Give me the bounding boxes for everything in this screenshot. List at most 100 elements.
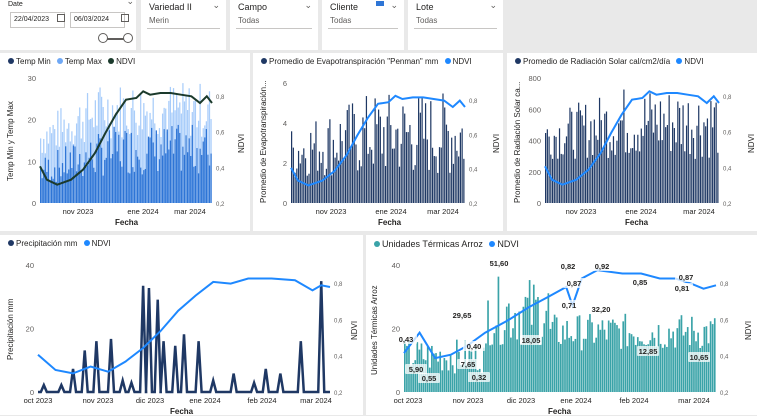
cliente-slicer[interactable]: Cliente ⌄ Todas	[322, 0, 404, 50]
radiacion-bar	[678, 107, 681, 203]
ut-bar	[566, 320, 568, 392]
legend-dot	[676, 58, 683, 64]
chart-legend: Temp Min Temp Max NDVI	[6, 57, 137, 66]
chevron-down-icon[interactable]: ⌄	[212, 0, 220, 10]
temp-max-bar	[182, 83, 184, 203]
slider-end-handle[interactable]	[123, 33, 133, 43]
temp-min-bar	[169, 140, 172, 203]
ut-bar	[632, 336, 635, 392]
ut-bar	[636, 337, 639, 392]
chevron-down-icon[interactable]: ⌄	[390, 0, 398, 10]
end-date-input[interactable]: 06/03/2024	[70, 12, 125, 28]
radiacion-bar	[663, 113, 665, 203]
radiacion-chart[interactable]: 0 200 400 600 800 0,2 0,4 0,6 0,8 nov 2023 ene 202…	[507, 53, 757, 231]
temp-min-bar	[77, 164, 79, 203]
ut-bar	[535, 299, 537, 392]
chevron-down-icon[interactable]: ⌄	[489, 0, 497, 10]
legend-dot	[83, 240, 90, 246]
chevron-down-icon[interactable]: ⌄	[304, 0, 312, 10]
ut-bar	[622, 321, 625, 392]
ut-bar	[510, 337, 512, 392]
slider-start-handle[interactable]	[98, 33, 108, 43]
variedad-slicer[interactable]: Variedad II ⌄ Merin	[141, 0, 226, 50]
ut-bar	[451, 365, 454, 392]
evapo-bar	[372, 163, 374, 203]
ut-bar	[678, 319, 681, 392]
ut-bar	[547, 293, 550, 392]
temp-min-bar	[168, 149, 170, 203]
temp-min-bar	[146, 153, 148, 203]
radiacion-bar	[579, 110, 582, 203]
evapo-bar	[391, 148, 394, 203]
temp-min-bar	[60, 176, 62, 203]
temp-min-bar	[69, 152, 71, 203]
x-tick-label: mar 2024	[683, 207, 715, 216]
calendar-icon[interactable]	[57, 14, 65, 22]
temp-max-bar	[68, 123, 70, 203]
ut-bar	[560, 343, 562, 392]
x-tick-label: oct 2023	[24, 396, 53, 405]
radiacion-bar	[595, 135, 597, 203]
cliente-select[interactable]: Todas	[328, 14, 398, 29]
temp-min-bar	[71, 167, 73, 203]
radiacion-bar	[576, 111, 578, 203]
ut-bar	[711, 324, 714, 392]
legend-dot	[515, 58, 521, 64]
ut-bar	[441, 370, 444, 392]
radiacion-bar	[598, 97, 601, 203]
x-tick-label: mar 2024	[300, 396, 332, 405]
ut-chart[interactable]: 0 20 40 0,2 0,4 0,6 0,8 oct 2023 nov 2023 dic 202…	[366, 235, 757, 415]
ut-bar	[674, 347, 677, 392]
radiacion-bar	[677, 101, 679, 203]
evapo-bar	[398, 166, 401, 203]
legend-dot	[489, 241, 496, 247]
campo-select[interactable]: Todas	[236, 14, 312, 29]
temp-min-bar	[202, 141, 204, 203]
radiacion-bar	[605, 111, 608, 203]
lote-select[interactable]: Todas	[414, 14, 497, 29]
temp-max-bar	[50, 133, 53, 203]
radiacion-bar	[691, 129, 693, 203]
campo-slicer[interactable]: Campo ⌄ Todas	[230, 0, 318, 50]
temp-min-bar	[133, 171, 136, 203]
ut-bar	[684, 331, 687, 392]
temp-min-bar	[138, 159, 140, 203]
temp-min-bar	[68, 169, 70, 203]
ut-bar	[449, 355, 452, 392]
data-label-bg	[590, 304, 612, 314]
lote-slicer[interactable]: Lote ⌄ Todas	[408, 0, 503, 50]
ut-bar	[697, 332, 699, 392]
temp-min-bar	[93, 167, 95, 203]
ut-bar	[491, 344, 494, 392]
variedad-select[interactable]: Merin	[147, 14, 220, 29]
precip-chart[interactable]: 0 20 40 0,2 0,4 0,6 0,8 oct 2023 nov 2023 dic 202…	[0, 235, 363, 415]
radiacion-bar	[581, 115, 583, 203]
campo-title: Campo	[238, 2, 268, 12]
evapo-chart[interactable]: 0 2 4 6 0,2 0,4 0,6 0,8 nov 2023 ene 2024 mar 2024	[253, 53, 503, 231]
radiacion-bar	[659, 101, 662, 203]
data-label-bg	[395, 334, 417, 344]
ut-bar	[707, 343, 710, 392]
radiacion-bar	[619, 120, 622, 203]
x-axis-title: Fecha	[548, 407, 572, 416]
ut-bar	[643, 344, 645, 392]
chevron-down-icon[interactable]: ⌄	[126, 0, 134, 6]
calendar-icon[interactable]	[121, 14, 129, 22]
y2-tick-label: 0,8	[723, 95, 732, 101]
radiacion-bar	[588, 140, 590, 203]
radiacion-bar	[670, 151, 672, 203]
data-label-bg	[557, 261, 579, 271]
ut-bar	[412, 363, 414, 392]
temp-min-bar	[166, 129, 168, 203]
evapo-bar	[404, 113, 406, 203]
evapo-bar	[437, 172, 439, 203]
temp-max-bar	[183, 101, 186, 203]
ndvi-line	[39, 90, 213, 186]
evapo-bar	[362, 117, 364, 203]
temp-chart[interactable]: 0 10 20 30 0,2 0,4 0,6 0,8 nov 2023 ene 2024 mar 2…	[0, 53, 250, 231]
x-tick-label: ene 2024	[375, 207, 406, 216]
evapo-bar	[324, 175, 326, 203]
filter-icon[interactable]	[376, 1, 384, 6]
temp-max-bar	[119, 87, 121, 203]
ut-bar	[595, 337, 598, 392]
